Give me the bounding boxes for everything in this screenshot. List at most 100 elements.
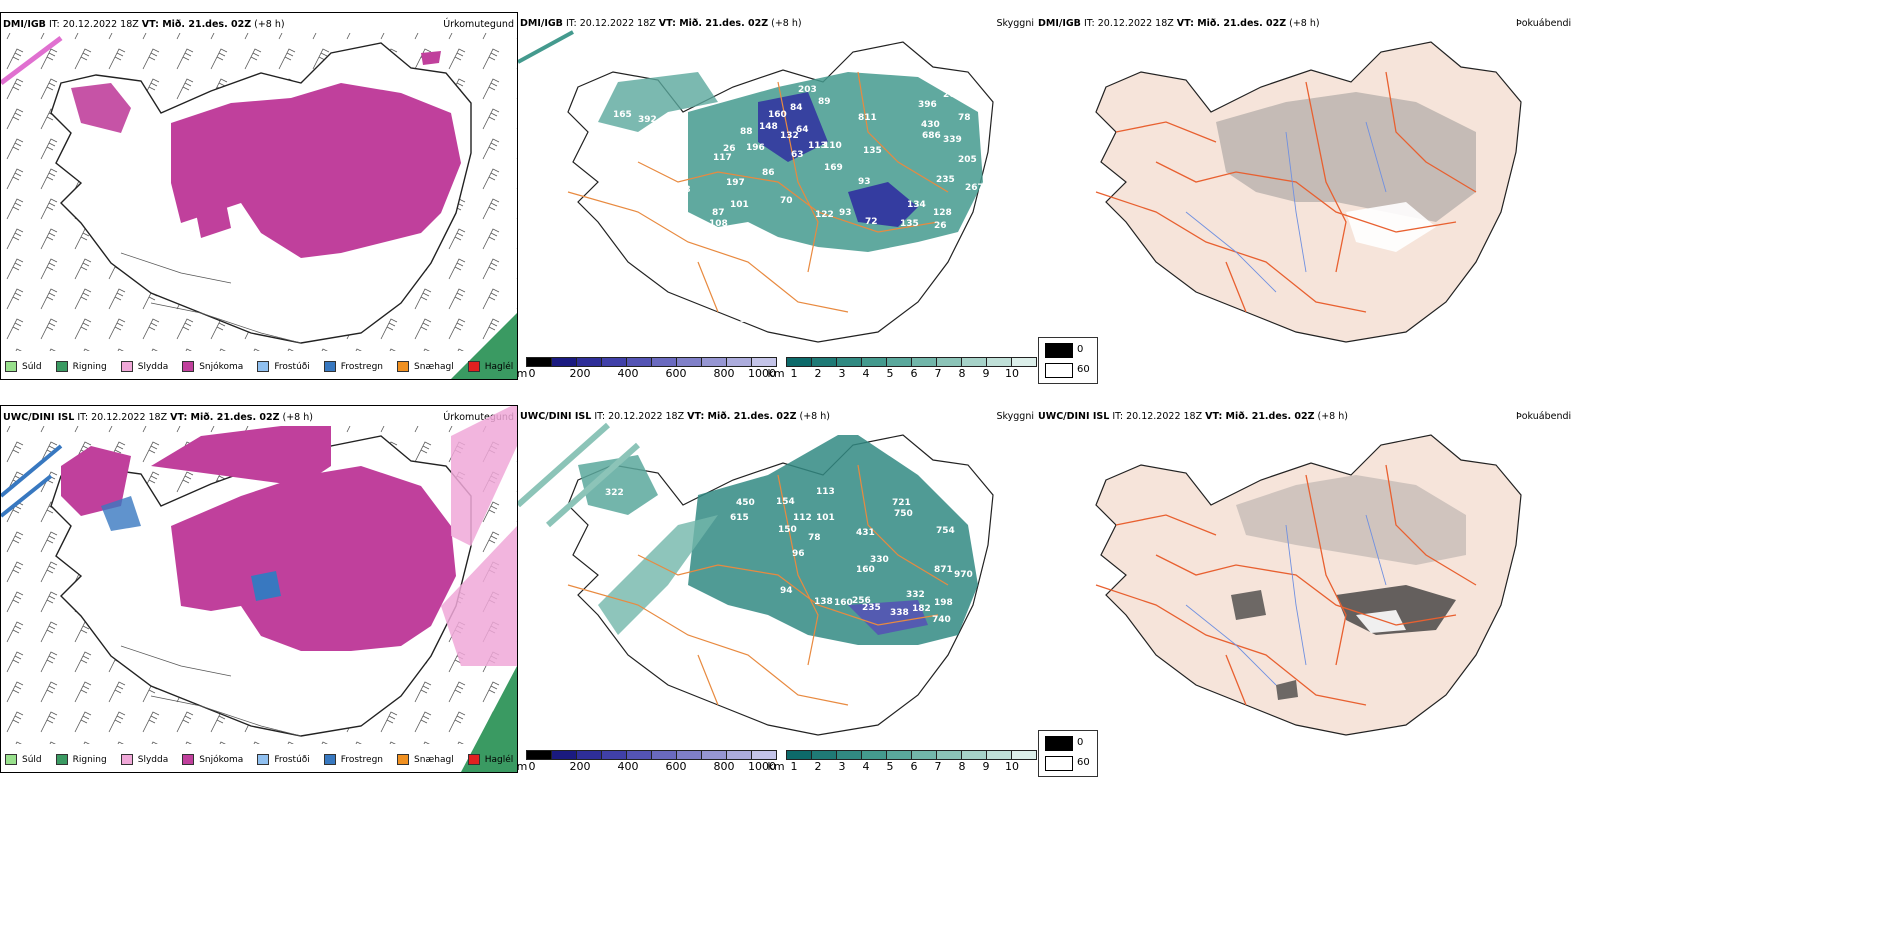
legend-item-frostregn: Frostregn [323,754,383,765]
cloud-label: 97 [622,165,635,175]
cloud-label: 26 [723,144,736,154]
fog-title: Þokuábendi [1516,18,1572,29]
cloud-label: 127 [761,312,780,322]
cloud-label: 134 [907,200,926,210]
cloud-label: 970 [954,570,973,580]
precip-title: Úrkomutegund [443,19,514,30]
cloud-label: 84 [790,103,803,113]
cloud-label: 64 [796,125,809,135]
cloud-label: 113 [816,487,835,497]
cloud-label: 108 [709,219,728,229]
legend-swatch [55,361,68,372]
cloud-height-labels: 322 450 615 154 113 101 150 112 78 96 72… [605,487,973,718]
legend-item-snjokoma: Snjókoma [182,361,243,372]
cloud-label: 101 [730,200,749,210]
cloud-label: 101 [816,513,835,523]
cloud-label: 160 [768,110,787,120]
cloud-panel-bottom: UWC/DINI ISL IT: 20.12.2022 18Z VT: Mið.… [516,405,1037,773]
cloud-label: 431 [856,528,875,538]
panel-title: UWC/DINI ISL IT: 20.12.2022 18Z VT: Mið.… [1038,411,1348,422]
cloud-label: 112 [793,513,812,523]
legend-item-sudld: Súld [5,361,42,372]
fog-legend-white-box [1045,363,1073,378]
cloud-label: 28 [745,708,758,718]
cloud-label: 301 [658,197,677,207]
fog-legend: 0 60 [1038,337,1098,384]
visibility-colorbar [786,750,1037,760]
cloud-label: 113 [808,141,827,151]
cloud-label: 201 [943,90,962,100]
cloud-title: Skyggni [996,18,1034,29]
fog-legend: 0 60 [1038,730,1098,777]
cloud-height-labels: 165 392 201 78 396 430 686 339 811 203 8… [613,85,984,325]
cloud-label: 154 [776,497,795,507]
cloud-label: 73 [867,272,880,282]
legend-item-slydda: Slydda [120,361,168,372]
cloud-label: 87 [694,225,707,235]
cloud-label: 78 [808,533,821,543]
height-colorbar-ticks: m 0 200 400 600 800 1000 [516,760,776,773]
cloud-map: 165 392 201 78 396 430 686 339 811 203 8… [518,30,994,343]
legend-swatch [120,361,133,372]
fog-panel-top: DMI/IGB IT: 20.12.2022 18Z VT: Mið. 21.d… [1036,12,1900,384]
cloud-panel-top: DMI/IGB IT: 20.12.2022 18Z VT: Mið. 21.d… [516,12,1037,380]
cloud-label: 332 [906,590,925,600]
legend-swatch [182,754,195,765]
cloud-label: 235 [862,603,881,613]
cloud-label: 160 [834,598,853,608]
panel-title: UWC/DINI ISL IT: 20.12.2022 18Z VT: Mið.… [520,411,830,422]
cloud-label: 31 [740,315,753,325]
visibility-colorbar-ticks: km 1 2 3 4 5 6 7 8 9 10 [767,367,1019,380]
legend-swatch [5,754,17,765]
fog-map [1095,41,1522,343]
cloud-label: 26 [934,221,947,231]
precip-panel-top: DMI/IGB IT: 20.12.2022 18Z VT: Mið. 21.d… [0,12,518,380]
cloud-label: 110 [823,141,842,151]
fog-map [1095,434,1522,736]
precip-map [1,406,517,772]
fog-panel-bottom: UWC/DINI ISL IT: 20.12.2022 18Z VT: Mið.… [1036,405,1900,777]
cloud-label: 165 [613,110,632,120]
precip-panel-bottom: UWC/DINI ISL IT: 20.12.2022 18Z VT: Mið.… [0,405,518,773]
cloud-label: 131 [711,606,730,616]
cloud-label: 117 [713,153,732,163]
legend-item-frostregn: Frostregn [323,361,383,372]
cloud-label: 721 [892,498,911,508]
legend-swatch [55,754,68,765]
legend-swatch [257,754,270,765]
cloud-label: 235 [936,175,955,185]
cloud-label: 169 [824,163,843,173]
fog-legend-white-box [1045,756,1073,771]
cloud-label: 198 [934,598,953,608]
cloud-label: 750 [894,509,913,519]
cloud-title: Skyggni [996,411,1034,422]
cloud-label: 78 [958,113,971,123]
visibility-colorbar-ticks: km 1 2 3 4 5 6 7 8 9 10 [767,760,1019,773]
cloud-label: 78 [678,185,691,195]
cloud-label: 396 [918,100,937,110]
cloud-label: 93 [858,177,871,187]
legend-item-rigning: Rigning [55,361,107,372]
cloud-label: 450 [736,498,755,508]
cloud-label: 811 [858,113,877,123]
cloud-label: 196 [746,143,765,153]
legend-item-slydda: Slydda [120,754,168,765]
legend-swatch [182,361,195,372]
cloud-label: 150 [778,525,797,535]
legend-item-sudld: Súld [5,754,42,765]
cloud-label: 267 [965,183,984,193]
cloud-label: 197 [726,178,745,188]
cloud-label: 256 [852,596,871,606]
cloud-label: 135 [863,146,882,156]
height-colorbar-ticks: m 0 200 400 600 800 1000 [516,367,776,380]
legend-item-snjokoma: Snjókoma [182,754,243,765]
cloud-label: 132 [780,131,799,141]
cloud-label: 148 [759,122,778,132]
legend-item-frostudi: Frostúði [257,754,310,765]
cloud-label: 138 [814,597,833,607]
fog-legend-black-label: 0 [1077,344,1084,355]
cloud-label: 322 [605,488,624,498]
cloud-label: 86 [762,168,775,178]
legend-item-rigning: Rigning [55,754,107,765]
cloud-label: 754 [936,526,955,536]
